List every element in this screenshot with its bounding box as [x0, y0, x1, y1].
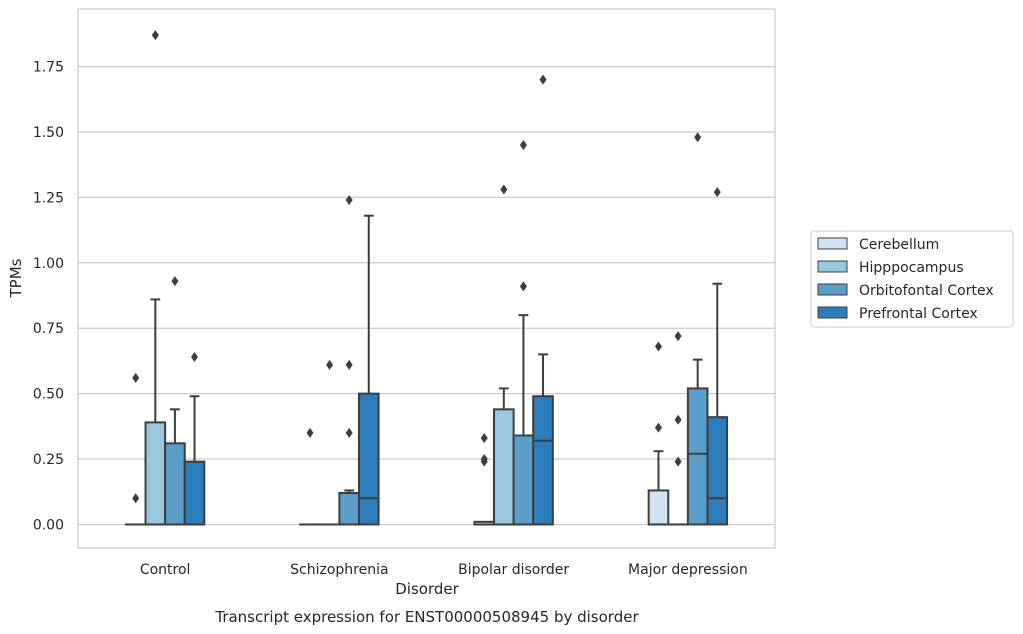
box — [686, 132, 709, 526]
outlier-point — [345, 427, 353, 438]
legend-label: Prefrontal Cortex — [859, 306, 978, 322]
legend-swatch — [817, 237, 848, 250]
box — [493, 184, 515, 526]
x-tick-label: Bipolar disorder — [458, 562, 569, 578]
box-body — [686, 387, 709, 526]
box-body — [144, 421, 167, 526]
outlier-point — [674, 456, 682, 467]
box — [473, 433, 496, 526]
y-tick-label: 1.75 — [33, 60, 64, 76]
outlier-point — [674, 331, 682, 342]
legend-swatch — [817, 283, 848, 296]
legend-label: Cerebellum — [859, 237, 939, 253]
box — [299, 427, 321, 526]
box — [318, 359, 341, 526]
box — [338, 195, 360, 526]
x-tick-label: Major depression — [628, 562, 748, 578]
box-body — [183, 460, 206, 526]
outlier-point — [480, 433, 488, 444]
outlier-point — [713, 187, 721, 198]
box-body — [706, 416, 729, 526]
outlier-point — [132, 493, 140, 504]
outlier-point — [539, 74, 547, 85]
chart-caption: Transcript expression for ENST0000050894… — [214, 608, 639, 626]
outlier-point — [326, 359, 334, 370]
legend-label: Hipppocampus — [859, 260, 964, 276]
outlier-point — [132, 372, 140, 383]
legend-label: Orbitofontal Cortex — [859, 283, 994, 299]
outlier-point — [480, 454, 488, 465]
outlier-point — [500, 184, 508, 195]
box-body — [338, 492, 360, 526]
outlier-point — [674, 414, 682, 425]
x-axis-title: Disorder — [395, 580, 459, 598]
outlier-point — [151, 30, 159, 41]
y-tick-label: 0.25 — [33, 452, 64, 468]
series-prefrontal-cortex — [183, 74, 729, 526]
x-axis-ticks: Control Schizophrenia Bipolar disorder Majo… — [140, 562, 748, 578]
y-tick-label: 0.00 — [33, 517, 64, 533]
plot-area-frame — [77, 8, 776, 549]
box — [667, 331, 689, 526]
x-tick-label: Schizophrenia — [290, 562, 388, 578]
y-axis-ticks: 0.00 0.25 0.50 0.75 1.00 1.25 1.50 1.75 — [33, 60, 64, 534]
box-body — [647, 489, 670, 526]
outlier-point — [694, 132, 702, 143]
y-tick-label: 1.50 — [33, 125, 64, 141]
legend: Cerebellum Hipppocampus Orbitofontal Corte… — [810, 230, 1014, 328]
outlier-point — [519, 281, 527, 292]
outlier-point — [654, 341, 662, 352]
outlier-point — [171, 276, 179, 287]
outlier-point — [519, 140, 527, 151]
y-tick-label: 0.50 — [33, 387, 64, 403]
box — [647, 341, 670, 526]
legend-frame — [810, 230, 1014, 328]
outlier-point — [345, 195, 353, 206]
box-body — [357, 392, 380, 526]
box — [164, 276, 186, 526]
x-tick-label: Control — [140, 562, 191, 578]
y-tick-label: 1.00 — [33, 256, 64, 272]
box-body — [532, 395, 554, 526]
series-cerebellum — [124, 341, 670, 526]
box-plot-series — [124, 30, 729, 526]
outlier-point — [345, 359, 353, 370]
legend-swatch — [817, 260, 848, 273]
box-body — [493, 408, 515, 526]
outlier-point — [306, 427, 314, 438]
series-hipppocampus — [144, 30, 689, 526]
box — [706, 187, 729, 526]
box — [183, 351, 206, 526]
y-tick-label: 1.25 — [33, 190, 64, 206]
box — [532, 74, 554, 526]
box-body — [512, 434, 535, 526]
outlier-point — [191, 351, 199, 362]
box — [357, 214, 380, 526]
y-tick-label: 0.75 — [33, 321, 64, 337]
y-axis-title: TPMs — [7, 258, 25, 298]
outlier-point — [654, 422, 662, 433]
box — [124, 372, 147, 526]
box — [144, 30, 167, 526]
box-body — [164, 442, 186, 526]
legend-swatch — [817, 306, 848, 319]
